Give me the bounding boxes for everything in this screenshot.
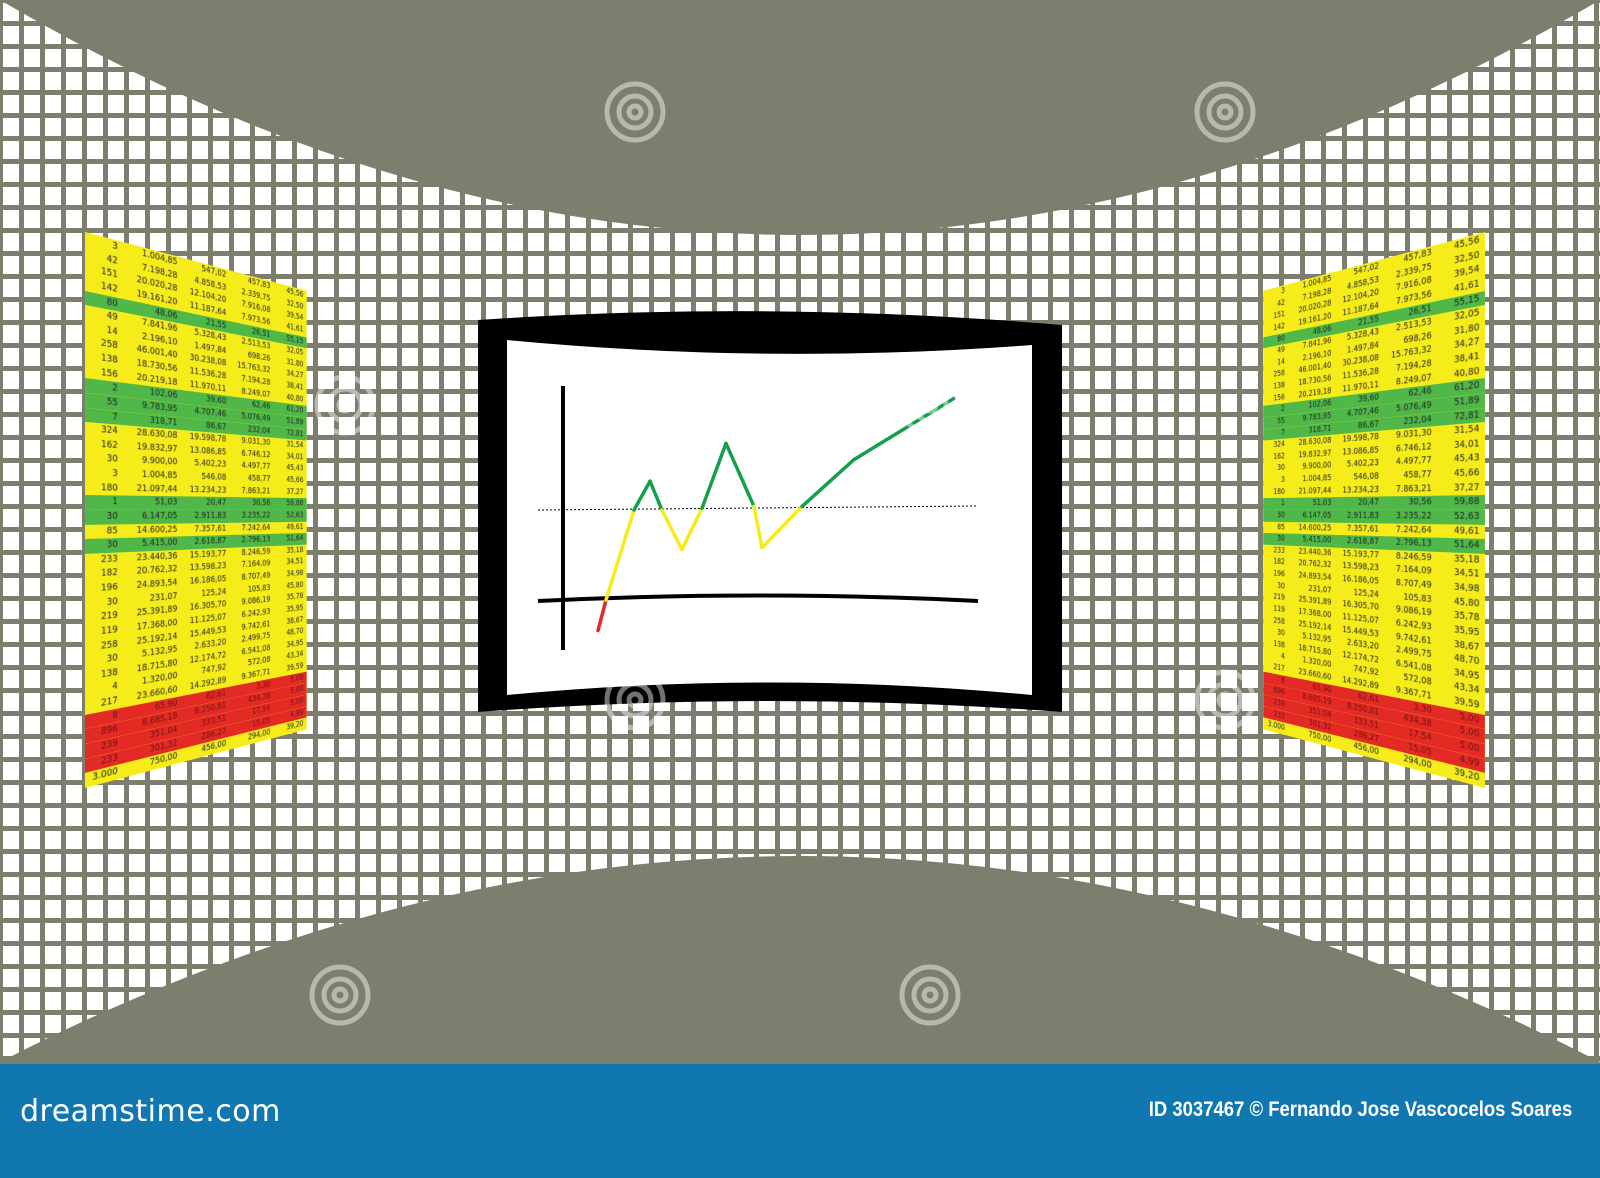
brand-logo[interactable]: dreamstime.com [20, 1094, 281, 1129]
table-cell: 85 [106, 525, 118, 536]
table-cell: 20,47 [205, 497, 227, 508]
line-segment [604, 508, 636, 602]
watermark-spiral-icon [911, 386, 949, 424]
right-data-panel: 3 1.004,85 547,02 457,83 45,56 42 7.198,28 4.85… [1180, 232, 1485, 788]
table-cell: 3.235,22 [241, 510, 271, 521]
watermark-spiral-icon [616, 681, 654, 719]
table-cell: 30 [1277, 510, 1285, 520]
table-cell: 7.863,21 [241, 485, 271, 496]
table-cell: 458,77 [247, 473, 271, 484]
watermark-spiral-icon [1206, 681, 1244, 719]
table-cell: 30,56 [252, 498, 271, 508]
watermark-spiral-icon [604, 669, 666, 731]
table-cell: 49,61 [1453, 525, 1480, 537]
left-data-panel: 3 1.004,85 547,02 457,83 45,56 42 7.198,28 4.85… [85, 232, 390, 788]
watermark-spiral-icon [1216, 691, 1234, 709]
line-segment [852, 396, 956, 462]
footer-banner: dreamstime.com ID 3037467 © Fernando Jos… [0, 1064, 1600, 1178]
table-cell: 59,88 [286, 498, 304, 508]
table-cell: 49,61 [286, 522, 304, 532]
table-cell: 13.234,23 [1342, 484, 1379, 495]
watermark-spiral-icon [616, 93, 654, 131]
table-cell: 52,63 [1453, 510, 1480, 522]
watermark-spiral-icon [911, 976, 949, 1014]
line-segment [760, 504, 804, 550]
table-cell: 546,08 [1353, 471, 1379, 483]
table-cell: 20,47 [1358, 497, 1379, 508]
table-cell: 45,66 [1453, 467, 1480, 479]
watermark-spirals [309, 81, 1256, 1026]
table-cell: 2.911,83 [194, 510, 227, 521]
table-cell: 30,56 [1408, 496, 1432, 508]
monitor-screen [507, 340, 1032, 695]
x-axis [537, 593, 979, 603]
table-cell: 30 [1277, 463, 1285, 473]
table-cell: 21.097,44 [1298, 485, 1332, 496]
table-cell: 1 [112, 496, 118, 508]
watermark-spiral-icon [309, 964, 371, 1026]
watermark-spiral-icon [626, 691, 644, 709]
threshold-line [537, 505, 979, 511]
watermark-spiral-icon [331, 986, 349, 1004]
watermark-spiral-icon [336, 396, 354, 414]
line-segment [680, 506, 704, 552]
watermark-spiral-icon [314, 374, 376, 436]
table-cell: 30 [106, 453, 118, 465]
table-cell: 51,03 [154, 497, 178, 508]
table-cell: 13.234,23 [189, 484, 227, 495]
table-cell: 546,08 [201, 471, 227, 483]
image-credit: ID 3037467 © Fernando Jose Vascocelos So… [1148, 1098, 1572, 1121]
table-cell: 2.911,83 [1346, 510, 1379, 521]
table-cell: 7.863,21 [1395, 483, 1432, 495]
watermark-spiral-icon [326, 386, 364, 424]
watermark-spiral-icon [921, 396, 939, 414]
table-cell: 59,88 [1453, 496, 1480, 508]
table-cell: 45,66 [286, 475, 304, 485]
line-chart [537, 386, 979, 650]
table-cell: 52,63 [286, 510, 304, 520]
watermark-spiral-icon [921, 986, 939, 1004]
line-segment [660, 508, 684, 552]
line-segment [648, 479, 664, 512]
table-row: 1 51,03 20,47 30,56 59,88 [1263, 495, 1485, 510]
table-cell: 180 [100, 482, 118, 494]
left-spreadsheet: 3 1.004,85 547,02 457,83 45,56 42 7.198,28 4.85… [85, 232, 307, 788]
watermark-spiral-icon [899, 964, 961, 1026]
line-segment [700, 441, 728, 510]
table-cell: 21.097,44 [136, 483, 178, 495]
table-cell: 85 [1277, 522, 1285, 532]
watermark-spiral-icon [1206, 93, 1244, 131]
watermark-spiral-icon [1194, 669, 1256, 731]
line-segment [632, 479, 652, 512]
table-cell: 3 [112, 468, 118, 480]
table-cell: 3.235,22 [1395, 510, 1432, 522]
table-cell: 30 [106, 510, 118, 522]
table-row: 1 51,03 20,47 30,56 59,88 [85, 495, 307, 510]
watermark-spiral-icon [1216, 103, 1234, 121]
watermark-spiral-icon [899, 374, 961, 436]
table-cell: 37,27 [286, 487, 304, 497]
watermark-spiral-icon [1194, 81, 1256, 143]
table-cell: 6.147,05 [1302, 510, 1332, 521]
line-segment [800, 457, 856, 509]
line-segment [596, 598, 608, 633]
watermark-spiral-icon [321, 976, 359, 1014]
line-segment [724, 441, 756, 509]
table-cell: 6.147,05 [141, 510, 178, 522]
line-segment [752, 504, 764, 550]
watermark-spiral-icon [604, 81, 666, 143]
table-cell: 3 [1280, 475, 1285, 485]
right-spreadsheet: 3 1.004,85 547,02 457,83 45,56 42 7.198,28 4.85… [1263, 232, 1485, 788]
table-cell: 458,77 [1403, 469, 1432, 481]
table-cell: 180 [1273, 487, 1285, 497]
table-cell: 1 [1280, 498, 1285, 508]
series-line [596, 396, 956, 633]
table-cell: 37,27 [1453, 481, 1480, 494]
watermark-spiral-icon [626, 103, 644, 121]
table-cell: 51,03 [1312, 498, 1332, 508]
